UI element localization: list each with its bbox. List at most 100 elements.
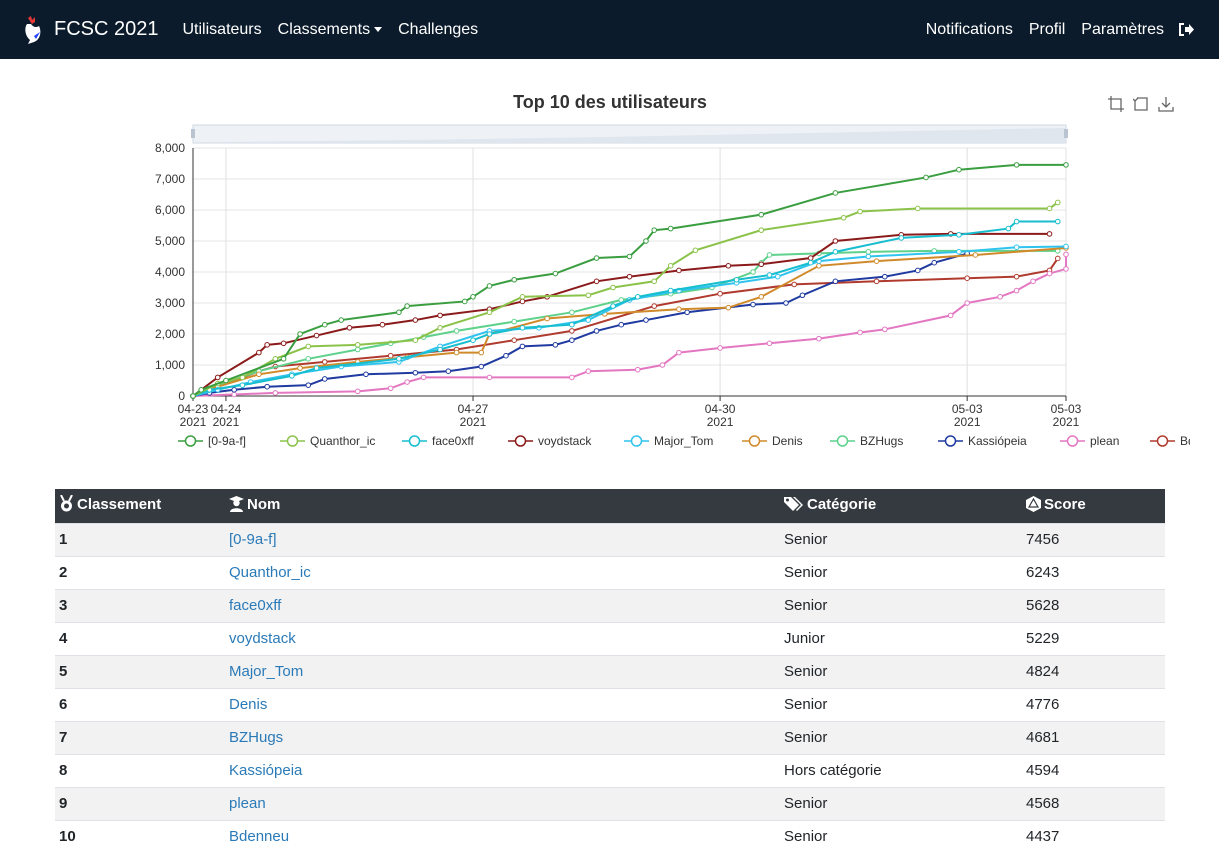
user-link[interactable]: voydstack [229,630,296,647]
download-icon[interactable] [1158,96,1174,112]
header-score[interactable]: Score [1022,489,1165,523]
user-link[interactable]: [0-9a-f] [229,531,277,548]
zoom-handle-right [1064,129,1068,138]
data-point [1063,251,1069,258]
nav-link-parametres[interactable]: Paramètres [1081,20,1164,38]
data-point [1013,273,1020,280]
data-point [297,365,303,371]
table-row: 4 voydstack Junior 5229 [55,621,1165,655]
data-point [873,278,880,285]
rank-cell: 5 [55,654,225,688]
category-cell: Senior [780,786,1022,820]
brand[interactable]: FCSC 2021 [22,15,159,44]
legend-marker [184,435,197,447]
name-cell: plean [225,786,780,820]
data-point [453,349,460,356]
data-point [947,312,954,319]
series-line [192,252,968,397]
legend-label: Bdenneu [1180,434,1190,448]
name-cell: [0-9a-f] [225,522,780,556]
data-point [297,331,303,337]
data-point [593,328,600,334]
data-point [692,247,699,254]
logout-icon[interactable] [1178,22,1195,37]
x-tick-label: 04-24 [211,402,242,416]
zoom-reset-icon[interactable] [1132,96,1149,112]
dice-d20-icon [1026,495,1041,516]
name-cell: BZHugs [225,720,780,754]
y-tick-label: 7,000 [155,172,185,186]
user-link[interactable]: BZHugs [229,729,284,746]
caret-down-icon [374,26,383,32]
nav-link-classements[interactable]: Classements [270,21,390,39]
data-point [569,321,575,328]
data-point [733,276,740,283]
data-point [676,267,682,274]
data-point [519,294,526,300]
rank-cell: 2 [55,555,225,589]
data-point [289,373,295,379]
data-point [437,346,443,353]
header-nom-label: Nom [247,495,281,513]
data-point [610,284,616,291]
user-link[interactable]: Major_Tom [229,663,304,680]
data-point [198,387,205,393]
legend-marker [944,435,957,447]
data-point [676,349,682,356]
nav-link-notifications[interactable]: Notifications [925,20,1013,38]
data-point [725,263,732,269]
data-point [511,318,517,325]
data-point [865,249,872,255]
data-point [569,337,575,344]
y-tick-label: 5,000 [155,234,185,248]
nav-link-profil[interactable]: Profil [1028,20,1066,38]
user-link[interactable]: face0xff [229,597,282,614]
data-point [280,340,287,347]
nav-link-challenges[interactable]: Challenges [398,20,479,38]
header-nom[interactable]: Nom [225,489,780,523]
table-row: 7 BZHugs Senior 4681 [55,720,1165,754]
table-header-row: Classement Nom Catégorie Score [55,489,1165,523]
name-cell: face0xff [225,588,780,622]
data-point [643,238,649,244]
rank-cell: 8 [55,753,225,787]
table-row: 6 Denis Senior 4776 [55,687,1165,721]
data-point [914,205,921,212]
data-point [1030,278,1036,285]
data-point [766,252,773,258]
chart-toolbox [1108,96,1174,112]
zoom-icon[interactable] [1108,96,1124,112]
user-link[interactable]: Denis [229,696,268,713]
x-tick-year-label: 2021 [460,415,487,429]
zoom-slider-preview [193,128,1066,142]
data-point [511,276,517,283]
legend-label: voydstack [538,434,592,448]
user-link[interactable]: Kassiópeia [229,762,303,779]
header-categorie[interactable]: Catégorie [780,489,1022,523]
data-point [783,300,789,306]
user-link[interactable]: plean [229,795,266,812]
data-point [313,332,320,339]
data-point [956,166,962,173]
data-point [404,303,410,309]
data-point [873,258,880,264]
data-point [231,391,237,398]
nav-link-utilisateurs[interactable]: Utilisateurs [182,20,262,38]
data-point [585,292,592,299]
legend-marker [1156,435,1169,447]
data-point [807,255,814,261]
header-classement[interactable]: Classement [55,489,225,523]
data-point [1013,162,1020,168]
data-point [552,270,559,277]
user-link[interactable]: Bdenneu [229,828,290,846]
user-link[interactable]: Quanthor_ic [229,564,311,581]
legend-label: BZHugs [860,434,903,448]
data-point [569,374,575,381]
legend-label: plean [1090,434,1119,448]
data-point [321,376,328,382]
data-point [865,253,872,260]
data-point [264,383,270,390]
legend-marker [748,435,761,447]
data-point [816,335,822,342]
data-point [379,321,386,328]
